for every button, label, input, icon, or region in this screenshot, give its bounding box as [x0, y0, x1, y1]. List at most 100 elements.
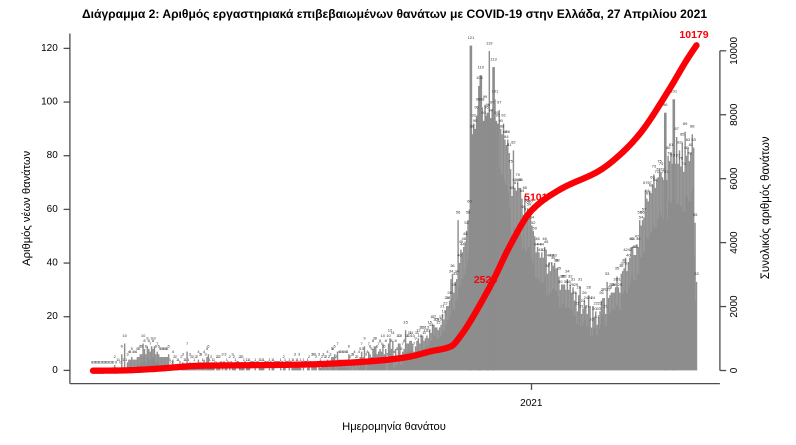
svg-text:7: 7: [378, 341, 381, 346]
svg-text:4: 4: [343, 349, 346, 354]
svg-text:0: 0: [92, 360, 95, 365]
svg-text:9: 9: [150, 335, 153, 340]
svg-text:5: 5: [166, 346, 169, 351]
svg-text:11: 11: [422, 330, 427, 335]
svg-text:21: 21: [585, 303, 590, 308]
svg-text:35: 35: [615, 266, 620, 271]
svg-text:24: 24: [445, 295, 450, 300]
svg-text:4: 4: [366, 349, 369, 354]
svg-text:7: 7: [368, 341, 371, 346]
svg-text:3: 3: [312, 352, 315, 357]
svg-text:1: 1: [299, 357, 302, 362]
svg-text:2021: 2021: [520, 398, 543, 409]
svg-text:46: 46: [542, 236, 547, 241]
svg-text:3: 3: [224, 352, 227, 357]
svg-text:81: 81: [507, 142, 512, 147]
svg-text:10179: 10179: [679, 29, 708, 41]
svg-text:80: 80: [47, 150, 59, 161]
svg-text:1: 1: [268, 357, 271, 362]
svg-text:77: 77: [676, 153, 681, 158]
svg-text:17: 17: [439, 314, 444, 319]
svg-text:3: 3: [231, 352, 234, 357]
svg-text:2: 2: [190, 354, 193, 359]
svg-text:81: 81: [689, 142, 694, 147]
svg-text:88: 88: [470, 123, 475, 128]
svg-text:24: 24: [446, 295, 451, 300]
svg-text:13: 13: [425, 325, 430, 330]
svg-text:21: 21: [603, 303, 608, 308]
svg-text:52: 52: [464, 220, 469, 225]
svg-text:60: 60: [525, 199, 530, 204]
svg-text:56: 56: [456, 209, 461, 214]
svg-text:83: 83: [691, 137, 696, 142]
svg-text:45: 45: [544, 239, 549, 244]
svg-text:16: 16: [433, 317, 438, 322]
svg-text:3: 3: [365, 352, 368, 357]
svg-text:2: 2: [173, 354, 176, 359]
svg-text:2: 2: [241, 354, 244, 359]
svg-text:83: 83: [686, 137, 691, 142]
svg-text:1: 1: [118, 357, 121, 362]
svg-text:3: 3: [318, 352, 321, 357]
svg-text:10: 10: [418, 333, 423, 338]
svg-text:4: 4: [132, 349, 135, 354]
svg-text:5: 5: [362, 346, 365, 351]
svg-text:2: 2: [219, 354, 222, 359]
svg-text:9: 9: [146, 335, 149, 340]
svg-text:39: 39: [551, 255, 556, 260]
svg-text:23: 23: [581, 298, 586, 303]
svg-text:5: 5: [162, 346, 165, 351]
svg-text:46: 46: [535, 236, 540, 241]
svg-text:1: 1: [213, 357, 216, 362]
svg-text:65: 65: [510, 185, 515, 190]
svg-text:4000: 4000: [729, 231, 740, 254]
svg-text:4: 4: [338, 349, 341, 354]
svg-text:0: 0: [115, 360, 118, 365]
svg-text:1: 1: [291, 357, 294, 362]
svg-text:0: 0: [109, 360, 112, 365]
svg-text:29: 29: [452, 282, 457, 287]
svg-text:16: 16: [589, 317, 594, 322]
svg-text:40: 40: [552, 252, 557, 257]
svg-text:1: 1: [319, 357, 322, 362]
svg-text:1: 1: [125, 357, 128, 362]
svg-text:1: 1: [254, 357, 257, 362]
svg-text:6: 6: [376, 344, 379, 349]
svg-text:6000: 6000: [729, 167, 740, 190]
svg-text:80: 80: [684, 145, 689, 150]
svg-text:27: 27: [606, 287, 611, 292]
svg-text:40: 40: [626, 252, 631, 257]
svg-text:60: 60: [47, 204, 59, 215]
svg-text:11: 11: [391, 330, 396, 335]
svg-text:4: 4: [342, 349, 345, 354]
svg-text:10: 10: [406, 333, 411, 338]
svg-text:0: 0: [99, 360, 102, 365]
svg-text:9: 9: [375, 335, 378, 340]
svg-text:86: 86: [503, 129, 508, 134]
svg-text:17: 17: [432, 314, 437, 319]
svg-text:6: 6: [155, 344, 158, 349]
svg-text:75: 75: [657, 158, 662, 163]
svg-text:0: 0: [104, 360, 107, 365]
svg-text:2: 2: [315, 354, 318, 359]
svg-text:120: 120: [41, 43, 58, 54]
svg-text:67: 67: [643, 180, 648, 185]
svg-text:7: 7: [413, 341, 416, 346]
svg-text:42: 42: [538, 247, 543, 252]
svg-text:3: 3: [199, 352, 202, 357]
svg-text:1: 1: [271, 357, 274, 362]
svg-text:0: 0: [230, 360, 233, 365]
svg-text:6: 6: [369, 344, 372, 349]
svg-text:30: 30: [564, 279, 569, 284]
svg-text:7: 7: [186, 341, 189, 346]
svg-text:15: 15: [427, 319, 432, 324]
svg-text:31: 31: [571, 276, 576, 281]
svg-text:2: 2: [321, 354, 324, 359]
svg-text:46: 46: [462, 236, 467, 241]
svg-text:33: 33: [605, 271, 610, 276]
svg-text:4: 4: [197, 349, 200, 354]
svg-text:82: 82: [511, 140, 516, 145]
svg-text:57: 57: [524, 207, 529, 212]
svg-text:4: 4: [203, 349, 206, 354]
svg-text:71: 71: [655, 169, 660, 174]
